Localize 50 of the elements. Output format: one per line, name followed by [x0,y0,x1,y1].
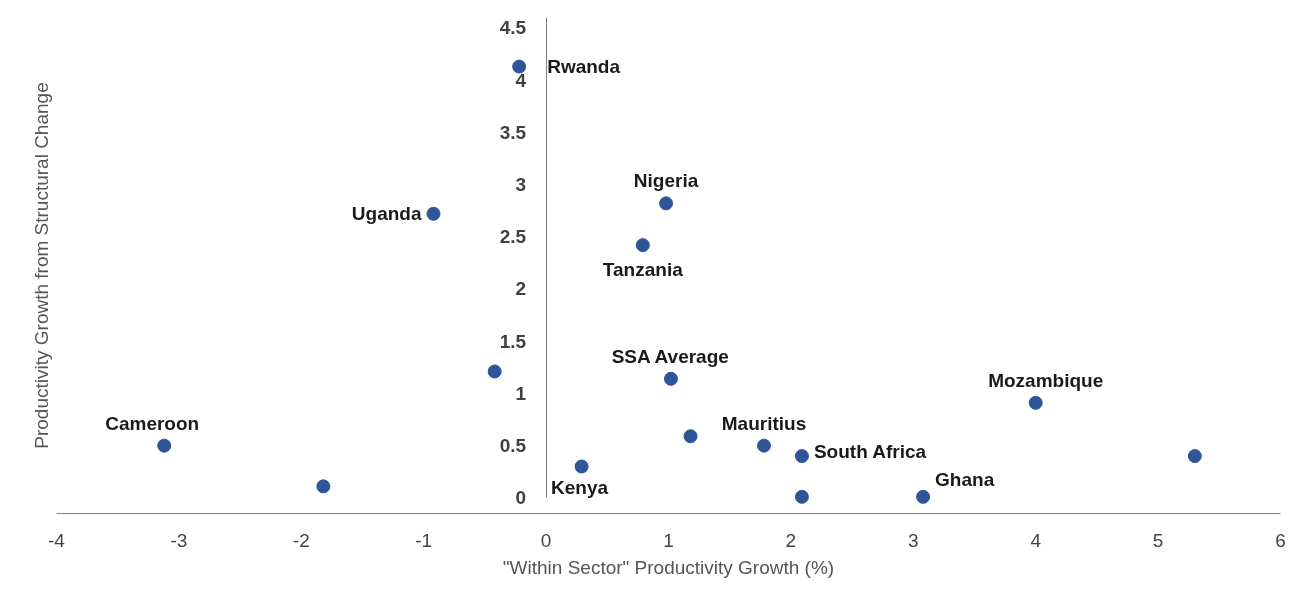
annotation: Kenya [551,476,609,498]
annotation: Rwanda [547,56,621,78]
x-tick-label: -4 [48,529,66,551]
y-tick-label: 3.5 [499,121,527,143]
annotation: Uganda [351,203,422,225]
y-tick-label: 0.5 [499,435,527,457]
x-tick-label: -3 [170,529,188,551]
annotation: Mozambique [988,369,1104,391]
y-tick-label: 0 [515,487,527,509]
point [794,489,809,504]
annotation: Nigeria [633,170,699,192]
point [512,59,527,74]
x-tick-label: 2 [785,529,797,551]
annotation: South Africa [813,440,927,462]
x-tick-label: -2 [292,529,310,551]
point [316,479,331,494]
x-tick-label: 1 [663,529,674,551]
point [663,371,678,386]
y-tick-label: 4.5 [499,17,527,39]
point [574,459,589,474]
x-axis-title: "Within Sector" Productivity Growth (%) [502,556,835,578]
y-tick-label: 3 [515,174,527,196]
point [635,238,650,253]
y-tick-label: 1.5 [499,330,527,352]
y-tick-label: 4 [515,69,527,91]
x-tick-label: 3 [908,529,919,551]
point [916,489,931,504]
point [794,449,809,464]
point [756,438,771,453]
x-tick-label: 0 [540,529,552,551]
annotation: Mauritius [721,412,807,434]
y-tick-label: 2 [515,278,527,300]
annotation: Cameroon [105,412,200,434]
y-tick-label: 1 [515,382,527,404]
x-tick-label: 6 [1275,529,1286,551]
annotation: Ghana [935,468,995,490]
annotation: Tanzania [602,259,684,281]
point [1187,449,1202,464]
x-tick-label: -1 [415,529,433,551]
point [1028,395,1043,410]
point [683,429,698,444]
y-axis-title: Productivity Growth from Structural Change [30,82,52,449]
point [426,206,441,221]
y-tick-label: 2.5 [499,226,527,248]
x-tick-label: 5 [1152,529,1164,551]
point [487,364,502,379]
point [157,438,172,453]
annotation: SSA Average [611,345,729,367]
x-tick-label: 4 [1030,529,1042,551]
point [659,196,674,211]
